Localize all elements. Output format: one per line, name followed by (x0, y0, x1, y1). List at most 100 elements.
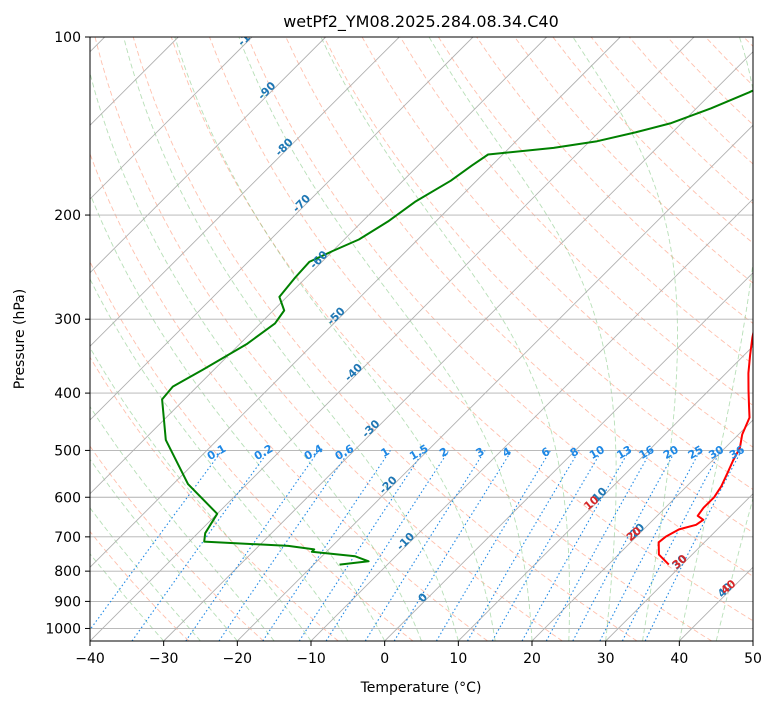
dry-adiabat-line (170, 37, 712, 641)
y-tick-label: 800 (54, 564, 81, 580)
plot-frame (89, 36, 754, 642)
mixing-ratio-label: 36 (727, 443, 747, 462)
dry-adiabat-line (90, 152, 488, 641)
y-axis-ticks: 100 200 300 400 500 600 700 800 900 1000 (45, 30, 90, 637)
mixing-ratio-label: 10 (587, 443, 607, 462)
y-tick-label: 200 (54, 208, 81, 224)
moist-adiabat-line (238, 37, 533, 641)
mixing-ratio-line (218, 450, 351, 641)
isotherm-line (384, 272, 753, 641)
dry-adiabat-line (94, 37, 563, 641)
dry-adiabat-line (132, 37, 638, 641)
mixing-ratio-line (435, 450, 552, 641)
plot-area: 0.1 0.2 0.4 0.6 1 1.5 2 3 4 6 8 10 13 16 20 25 30 36-100-… (90, 20, 753, 641)
y-tick-label: 1000 (45, 621, 81, 637)
mixing-ratio-line (393, 450, 513, 641)
y-tick-label: 700 (54, 530, 81, 546)
moist-adiabat-line (715, 496, 753, 641)
moist-adiabat-line (90, 346, 312, 641)
mixing-ratio-line (131, 450, 270, 641)
chart-title: wetPf2_YM08.2025.284.08.34.C40 (283, 12, 559, 32)
isotherm-line (90, 37, 548, 495)
mixing-ratio-label: 0.1 (205, 442, 228, 463)
y-tick-label: 100 (54, 30, 81, 46)
isotherm-line (163, 51, 753, 641)
y-tick-label: 400 (54, 386, 81, 402)
x-tick-label: 0 (380, 651, 389, 667)
isotherm-line (310, 198, 753, 641)
mixing-ratio-line (467, 450, 580, 641)
isotherm-label: -20 (377, 473, 400, 496)
isotherm-label: -100 (235, 20, 264, 49)
dry-adiabat-line (705, 37, 753, 87)
x-tick-label: 40 (670, 651, 688, 667)
isotherm-label: -70 (290, 192, 313, 215)
mixing-ratio-line (521, 450, 630, 641)
mixing-ratio-label: 6 (539, 445, 552, 460)
mixing-ratio-label: 1 (379, 445, 392, 460)
pressure-gridlines (90, 37, 753, 629)
dry-adiabat-line (590, 37, 753, 205)
moist-adiabat-line (90, 278, 349, 641)
moist-adiabat-line (320, 37, 570, 641)
isotherm-line (90, 37, 621, 568)
isotherm-line (752, 640, 753, 641)
isotherm-label: -40 (342, 361, 365, 384)
x-tick-label: 50 (744, 651, 762, 667)
isotherms (90, 37, 753, 641)
dry-adiabat-line (438, 37, 753, 365)
mixing-ratio-line (572, 450, 676, 641)
mixing-ratio-label: 1.5 (407, 442, 430, 463)
y-tick-label: 600 (54, 490, 81, 506)
y-tick-label: 300 (54, 312, 81, 328)
mixing-ratio-line (621, 450, 722, 641)
dry-adiabat-line (90, 530, 190, 641)
x-axis-label: Temperature (°C) (360, 680, 482, 696)
isotherm-line (90, 37, 253, 200)
moist-adiabat-line (90, 192, 386, 641)
dry-adiabat-line (743, 37, 753, 48)
mixing-ratio-label: 0.4 (302, 442, 326, 463)
moist-adiabat-line (174, 37, 496, 641)
isotherm-line (90, 37, 474, 421)
x-tick-label: −10 (296, 651, 326, 667)
y-tick-label: 900 (54, 594, 81, 610)
x-tick-label: 30 (597, 651, 615, 667)
mixing-ratio-lines (90, 450, 742, 641)
isotherm-line (678, 566, 753, 641)
mixing-ratio-line (325, 450, 450, 641)
mixing-ratio-line (644, 450, 742, 641)
mixing-ratio-line (185, 450, 320, 641)
dry-adiabat-line (90, 260, 414, 641)
dry-adiabat-line (90, 356, 339, 641)
dry-adiabats (90, 37, 753, 641)
dry-adiabat-line (514, 37, 753, 284)
isotherm-line (90, 37, 400, 347)
moist-adiabats (90, 37, 753, 641)
y-axis-label: Pressure (hPa) (12, 289, 28, 389)
moist-adiabat-line (678, 37, 753, 641)
y-tick-label: 500 (54, 443, 81, 459)
isotherm-line (605, 493, 753, 641)
mixing-ratio-label: 25 (686, 443, 706, 462)
moist-adiabat-line (572, 37, 678, 641)
isotherm-line (90, 37, 327, 274)
x-tick-label: 20 (523, 651, 541, 667)
isotherm-label: -80 (273, 135, 296, 158)
mixing-ratio-line (90, 450, 223, 631)
sounding-series (161, 89, 753, 566)
mixing-ratio-label: 0.6 (333, 442, 357, 463)
dry-adiabat-label: 30 (670, 552, 690, 572)
dry-adiabat-line (399, 37, 753, 406)
mixing-ratio-label: 20 (661, 443, 681, 462)
dry-adiabat-line (209, 37, 753, 622)
isotherm-label: -50 (325, 304, 348, 327)
dry-adiabat-line (285, 37, 753, 534)
mixing-ratio-line (545, 450, 652, 641)
moist-adiabat-line (428, 37, 617, 641)
mixing-ratio-line (599, 450, 701, 641)
isotherm-line (457, 345, 753, 641)
x-axis-ticks: −40 −30 −20 −10 0 10 20 30 40 50 (75, 641, 762, 667)
dewpoint-profile-line (161, 89, 753, 566)
